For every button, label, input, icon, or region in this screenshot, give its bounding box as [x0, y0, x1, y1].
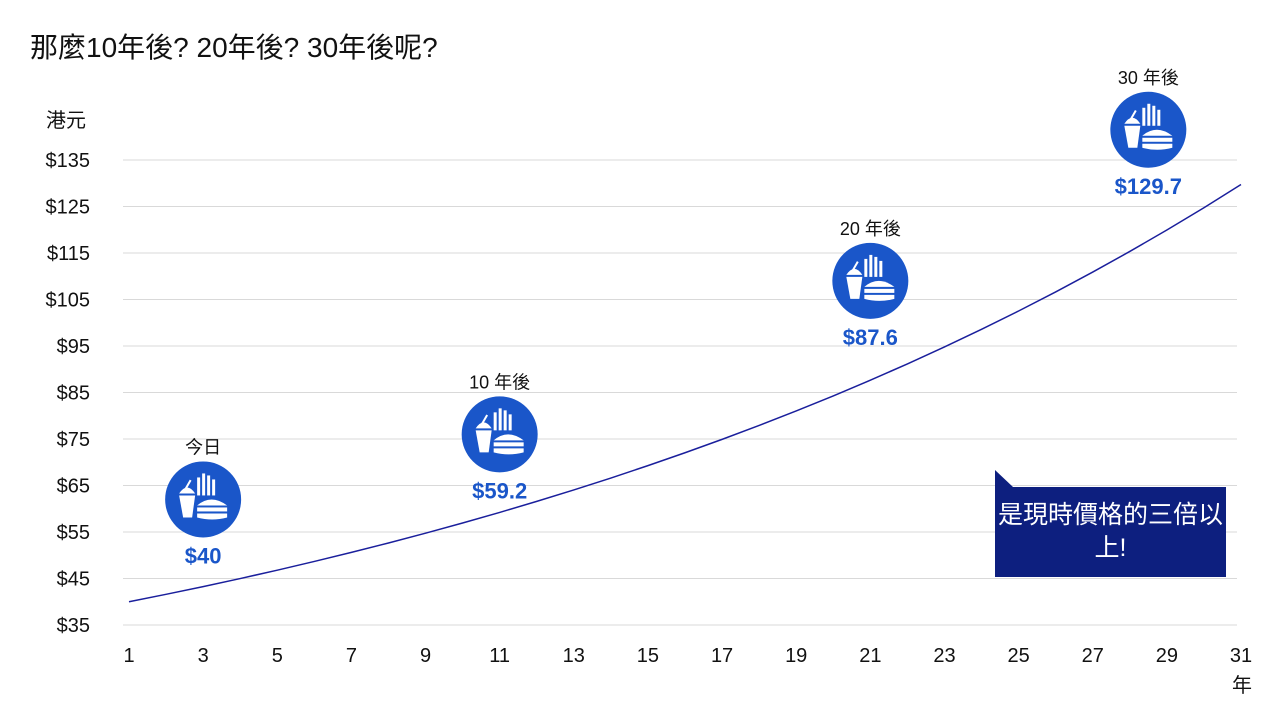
- x-tick-label: 11: [489, 645, 510, 667]
- x-tick-label: 3: [198, 645, 209, 667]
- annotation-label: 30 年後: [1118, 68, 1179, 88]
- x-tick-label: 13: [563, 645, 585, 667]
- x-tick-label: 21: [859, 645, 881, 667]
- y-tick-label: $45: [57, 569, 90, 591]
- y-tick-label: $135: [46, 150, 91, 172]
- x-tick-label: 17: [711, 645, 733, 667]
- y-tick-label: $125: [46, 197, 91, 219]
- annotation-label: 今日: [185, 437, 221, 457]
- x-axis-unit: 年: [1232, 674, 1252, 697]
- x-tick-label: 5: [272, 645, 283, 667]
- y-tick-label: $55: [57, 522, 90, 544]
- x-tick-label: 9: [420, 645, 431, 667]
- series-line: [128, 183, 1242, 603]
- x-tick-label: 27: [1082, 645, 1104, 667]
- y-tick-label: $65: [57, 476, 90, 498]
- x-tick-label: 7: [346, 645, 357, 667]
- annotation-value: $87.6: [843, 325, 898, 350]
- marker-circle: [461, 396, 538, 473]
- chart-title: 那麼10年後? 20年後? 30年後呢?: [30, 32, 438, 63]
- fast-food-icon: [475, 408, 524, 455]
- y-tick-label: $105: [46, 290, 91, 312]
- y-axis-unit: 港元: [46, 109, 86, 132]
- fast-food-icon: [179, 473, 228, 520]
- marker-circle: [832, 242, 909, 319]
- callout-tab: [995, 470, 1013, 487]
- callout-box: 是現時價格的三倍以上!: [995, 487, 1226, 577]
- y-tick-label: $95: [57, 336, 90, 358]
- annotation-label: 10 年後: [469, 372, 530, 392]
- fast-food-icon: [1124, 103, 1173, 150]
- marker-circle: [1110, 91, 1187, 168]
- marker-circle: [165, 461, 242, 538]
- x-tick-label: 1: [123, 645, 134, 667]
- y-tick-label: $75: [57, 429, 90, 451]
- annotation-value: $59.2: [472, 478, 527, 503]
- y-tick-label: $85: [57, 383, 90, 405]
- annotation-value: $129.7: [1115, 174, 1182, 199]
- fast-food-icon: [846, 254, 895, 301]
- x-tick-label: 25: [1007, 645, 1029, 667]
- x-tick-label: 15: [637, 645, 659, 667]
- x-tick-label: 19: [785, 645, 807, 667]
- x-tick-label: 31: [1230, 645, 1252, 667]
- annotation-value: $40: [185, 543, 222, 568]
- annotation-label: 20 年後: [840, 219, 901, 239]
- y-tick-label: $115: [47, 243, 90, 265]
- x-tick-label: 29: [1156, 645, 1178, 667]
- y-tick-label: $35: [57, 615, 90, 637]
- x-tick-label: 23: [933, 645, 955, 667]
